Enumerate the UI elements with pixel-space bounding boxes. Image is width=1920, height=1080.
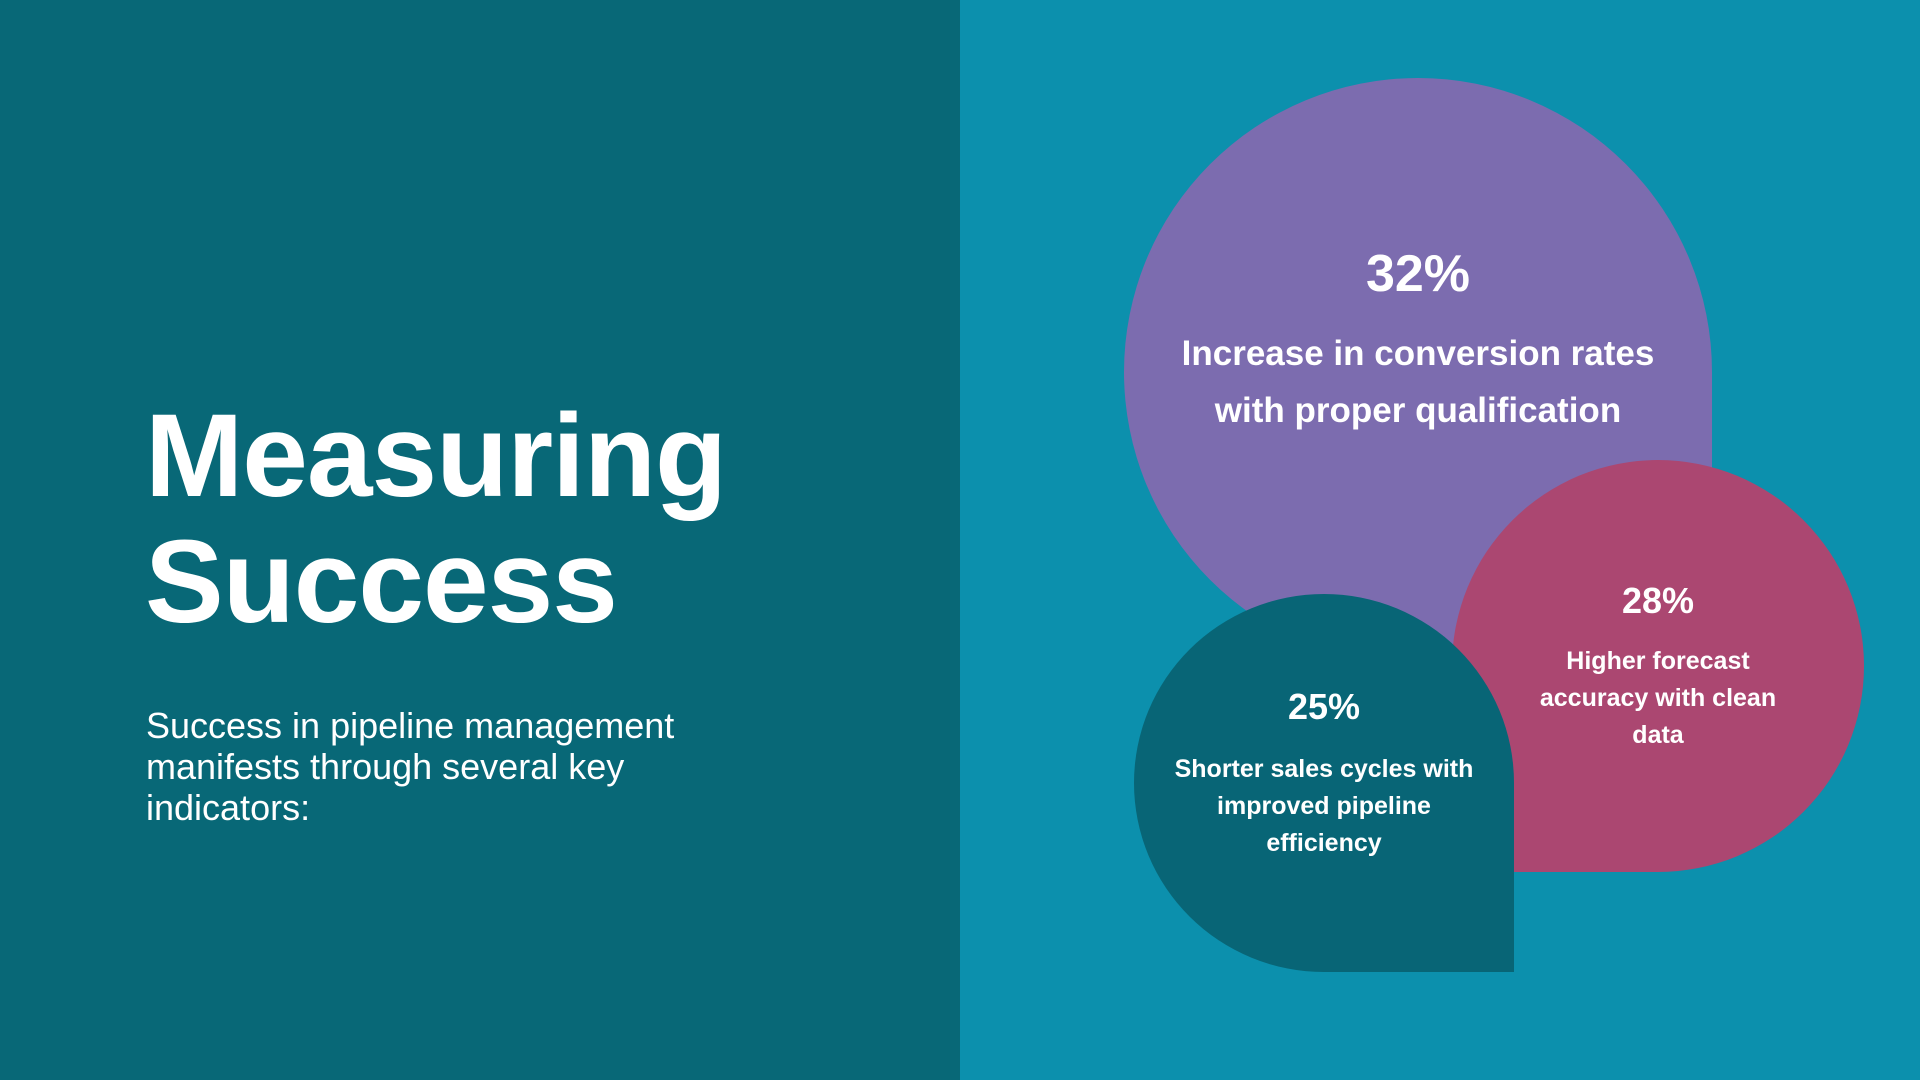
stat-bubble-forecast: 28% Higher forecast accuracy with clean … [1452,460,1864,872]
title-line-1: Measuring [145,390,727,522]
slide-title: Measuring Success [145,390,727,648]
left-panel: Measuring Success Success in pipeline ma… [0,0,960,1080]
stat-percent: 25% [1287,686,1361,727]
title-line-2: Success [145,516,618,648]
stat-bubble-conversion: 32% Increase in conversion rates with pr… [1124,78,1712,666]
stat-description: Higher forecast accuracy with clean data [1539,647,1777,749]
slide-subtitle: Success in pipeline management manifests… [146,705,675,828]
stat-percent: 32% [1365,245,1471,303]
stat-bubble-sales-cycle: 25% Shorter sales cycles with improved p… [1134,594,1514,972]
stat-percent: 28% [1621,580,1695,621]
stat-description: Shorter sales cycles with improved pipel… [1174,755,1474,857]
stat-description: Increase in conversion rates with proper… [1181,334,1655,430]
